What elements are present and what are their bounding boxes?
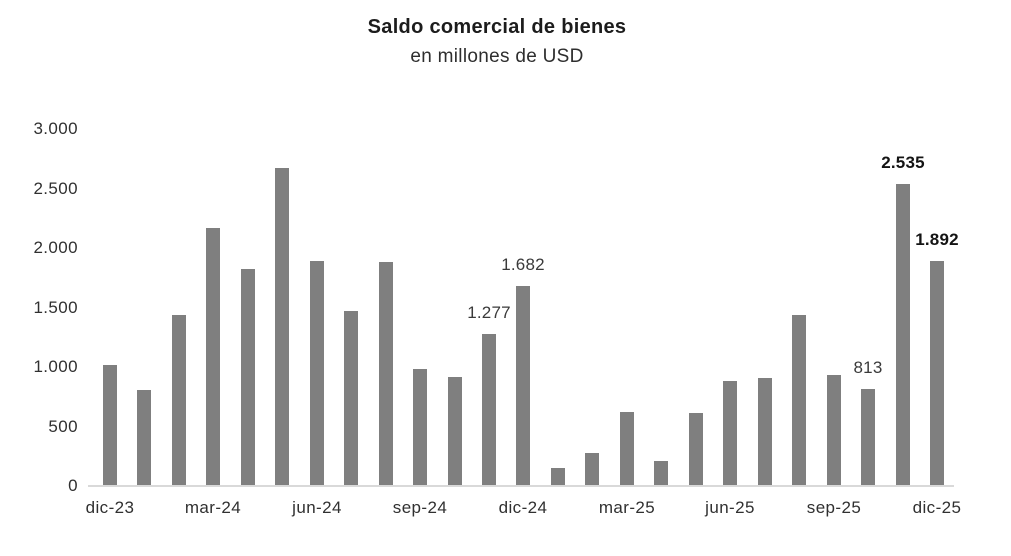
bar-ene-25 <box>551 468 565 486</box>
x-tick-label-jun-24: jun-24 <box>292 498 342 517</box>
chart-title: Saldo comercial de bienes <box>367 16 627 38</box>
x-tick-label-sep-24: sep-24 <box>392 498 448 517</box>
x-tick-label-sep-25: sep-25 <box>806 498 862 517</box>
y-tick-label-500: 500 <box>48 417 78 436</box>
bar-sep-24 <box>413 369 427 486</box>
bar-mar-24 <box>206 228 220 486</box>
bar-nov-24 <box>482 334 496 486</box>
bar-dic-24 <box>516 286 530 486</box>
plot-area: 1.277 1.682 813 2.535 1.892 <box>92 129 959 486</box>
bar-ago-25 <box>792 315 806 486</box>
bar-ene-24 <box>137 390 151 486</box>
x-tick-label-dic-25: dic-25 <box>912 498 962 517</box>
y-tick-label-2.000: 2.000 <box>33 238 78 257</box>
bar-dic-23 <box>103 365 117 486</box>
chart-subtitle: en millones de USD <box>410 46 584 67</box>
x-tick-label-dic-24: dic-24 <box>498 498 548 517</box>
bar-feb-25 <box>585 453 599 486</box>
bar-jul-25 <box>758 378 772 486</box>
bar-oct-24 <box>448 377 462 486</box>
bar-jun-24 <box>310 261 324 486</box>
bar-value-label-nov-25: 2.535 <box>881 153 925 172</box>
y-tick-label-1.500: 1.500 <box>33 298 78 317</box>
bar-value-label-dic-24: 1.682 <box>501 255 545 274</box>
bar-value-label-dic-25: 1.892 <box>915 230 959 249</box>
bar-may-25 <box>689 413 703 486</box>
bar-mar-25 <box>620 412 634 486</box>
bar-oct-25 <box>861 389 875 486</box>
bar-value-label-oct-25: 813 <box>853 358 883 377</box>
x-tick-label-mar-25: mar-25 <box>598 498 656 517</box>
bar-nov-25 <box>896 184 910 486</box>
bar-jun-25 <box>723 381 737 486</box>
y-tick-label-0: 0 <box>68 476 78 495</box>
bar-feb-24 <box>172 315 186 486</box>
bar-sep-25 <box>827 375 841 486</box>
bar-abr-25 <box>654 461 668 486</box>
bar-dic-25 <box>930 261 944 486</box>
bar-ago-24 <box>379 262 393 486</box>
bar-may-24 <box>275 168 289 486</box>
bar-value-label-nov-24: 1.277 <box>467 303 511 322</box>
y-tick-label-3.000: 3.000 <box>33 119 78 138</box>
bar-abr-24 <box>241 269 255 486</box>
chart-header: Saldo comercial de bienes en millones de… <box>0 16 994 68</box>
x-tick-label-jun-25: jun-25 <box>705 498 755 517</box>
x-tick-label-dic-23: dic-23 <box>85 498 135 517</box>
bar-jul-24 <box>344 311 358 486</box>
y-tick-label-2.500: 2.500 <box>33 179 78 198</box>
x-axis-line <box>88 485 954 487</box>
y-tick-label-1.000: 1.000 <box>33 357 78 376</box>
x-tick-label-mar-24: mar-24 <box>184 498 242 517</box>
